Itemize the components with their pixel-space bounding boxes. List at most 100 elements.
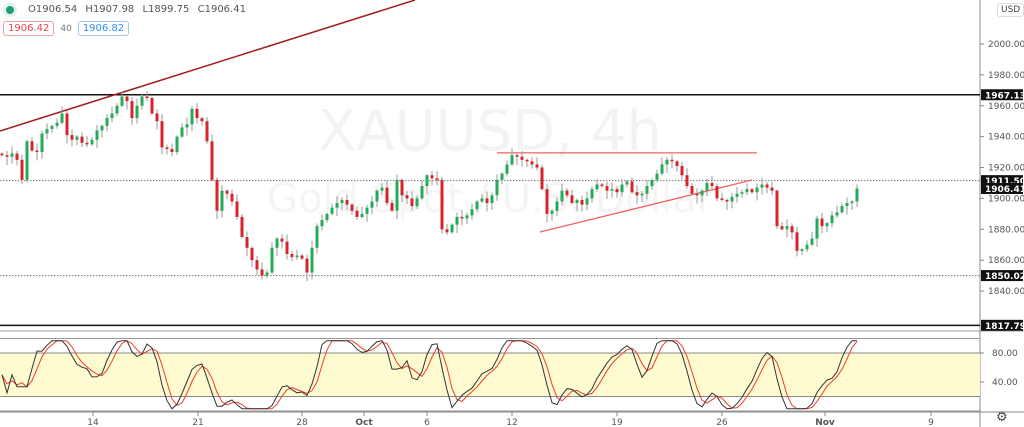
candle: [550, 210, 554, 214]
candle: [220, 190, 224, 211]
candle: [620, 184, 624, 193]
price-label: 1967.13: [985, 91, 1024, 101]
candle: [705, 182, 709, 191]
price-tick-label: 2000.00: [988, 40, 1024, 50]
candle: [695, 193, 699, 196]
candle: [750, 189, 754, 193]
time-tick-label: 14: [87, 418, 99, 427]
candle: [380, 187, 384, 191]
candle: [500, 173, 504, 180]
candle: [820, 218, 824, 227]
time-tick-label: 12: [506, 418, 517, 427]
candle: [105, 118, 109, 126]
candle: [110, 113, 114, 119]
candle: [805, 244, 809, 250]
sell-button[interactable]: 1906.42: [3, 21, 55, 36]
price-label: 1817.79: [985, 322, 1024, 332]
candle: [350, 204, 354, 211]
candle: [400, 179, 404, 196]
candle: [725, 199, 729, 202]
candle: [675, 161, 679, 166]
stoch-tick-label: 40.00: [992, 378, 1018, 388]
candle: [200, 118, 204, 122]
buy-button[interactable]: 1906.82: [77, 21, 130, 36]
candle: [355, 210, 359, 217]
candle: [250, 247, 254, 261]
candle: [545, 189, 549, 214]
candle: [710, 182, 714, 187]
candle: [600, 184, 604, 187]
candle: [680, 165, 684, 176]
candle: [385, 187, 389, 204]
candle: [760, 184, 764, 188]
candle: [830, 215, 834, 224]
gear-icon[interactable]: ⚙: [996, 410, 1008, 425]
candle: [420, 186, 424, 199]
candle: [480, 198, 484, 202]
candle: [660, 164, 664, 174]
candle: [165, 147, 169, 149]
watermark-symbol: XAUUSD, 4h: [318, 99, 662, 164]
candle: [690, 186, 694, 194]
candle: [700, 190, 704, 196]
candle: [570, 195, 574, 204]
ohlc-legend: O1906.54 H1907.98 L1899.75 C1906.41: [6, 4, 251, 15]
time-tick-label: 28: [296, 418, 308, 427]
stoch-d-line: [1, 340, 858, 410]
candle: [640, 193, 644, 196]
time-tick-label: 26: [716, 418, 728, 427]
candle: [40, 133, 44, 153]
price-label-box: [981, 270, 1023, 282]
candle: [455, 216, 459, 225]
stoch-k-line: [1, 340, 857, 410]
candle: [535, 164, 539, 168]
candle: [740, 192, 744, 194]
stoch-band: [0, 353, 980, 397]
candle: [90, 139, 94, 145]
candle: [645, 186, 649, 194]
candle: [575, 199, 579, 204]
candle: [670, 159, 674, 162]
price-label-box: [981, 89, 1023, 101]
candle: [255, 260, 259, 270]
candle: [555, 201, 559, 211]
candle: [155, 113, 159, 122]
candle: [430, 175, 434, 179]
candle: [315, 226, 319, 248]
candle: [615, 189, 619, 193]
candle: [735, 193, 739, 197]
price-tick-label: 1840.00: [988, 287, 1024, 297]
candle: [465, 215, 469, 219]
candle: [330, 207, 334, 214]
candle: [845, 203, 849, 207]
candle: [375, 190, 379, 202]
price-tick-label: 1960.00: [988, 102, 1024, 112]
candle: [225, 190, 229, 194]
candle: [130, 101, 134, 119]
price-label-box: [981, 319, 1023, 331]
candle: [230, 193, 234, 202]
candle: [435, 178, 439, 180]
candle: [290, 253, 294, 258]
price-tick-label: 1880.00: [988, 225, 1024, 235]
candle: [785, 226, 789, 230]
candle: [325, 213, 329, 221]
currency-button[interactable]: USD: [997, 3, 1024, 17]
candle: [125, 96, 129, 102]
price-label: 1911.50: [985, 177, 1024, 187]
high-value: H1907.98: [85, 4, 135, 15]
candle: [490, 195, 494, 204]
candle: [295, 255, 299, 258]
candle: [510, 155, 514, 165]
price-tick-label: 1980.00: [988, 71, 1024, 81]
time-tick-label: 9: [928, 418, 934, 427]
price-label-box: [981, 175, 1023, 187]
candle: [65, 113, 69, 136]
candle: [390, 203, 394, 211]
price-tick-label: 1860.00: [988, 256, 1024, 266]
rising-trendline: [0, 0, 416, 132]
candle: [790, 226, 794, 233]
candle: [730, 196, 734, 202]
candle: [590, 189, 594, 199]
